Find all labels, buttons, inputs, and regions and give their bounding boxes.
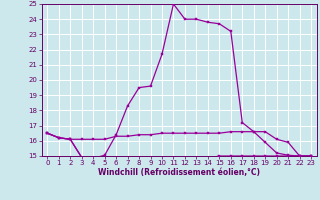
X-axis label: Windchill (Refroidissement éolien,°C): Windchill (Refroidissement éolien,°C) [98, 168, 260, 177]
